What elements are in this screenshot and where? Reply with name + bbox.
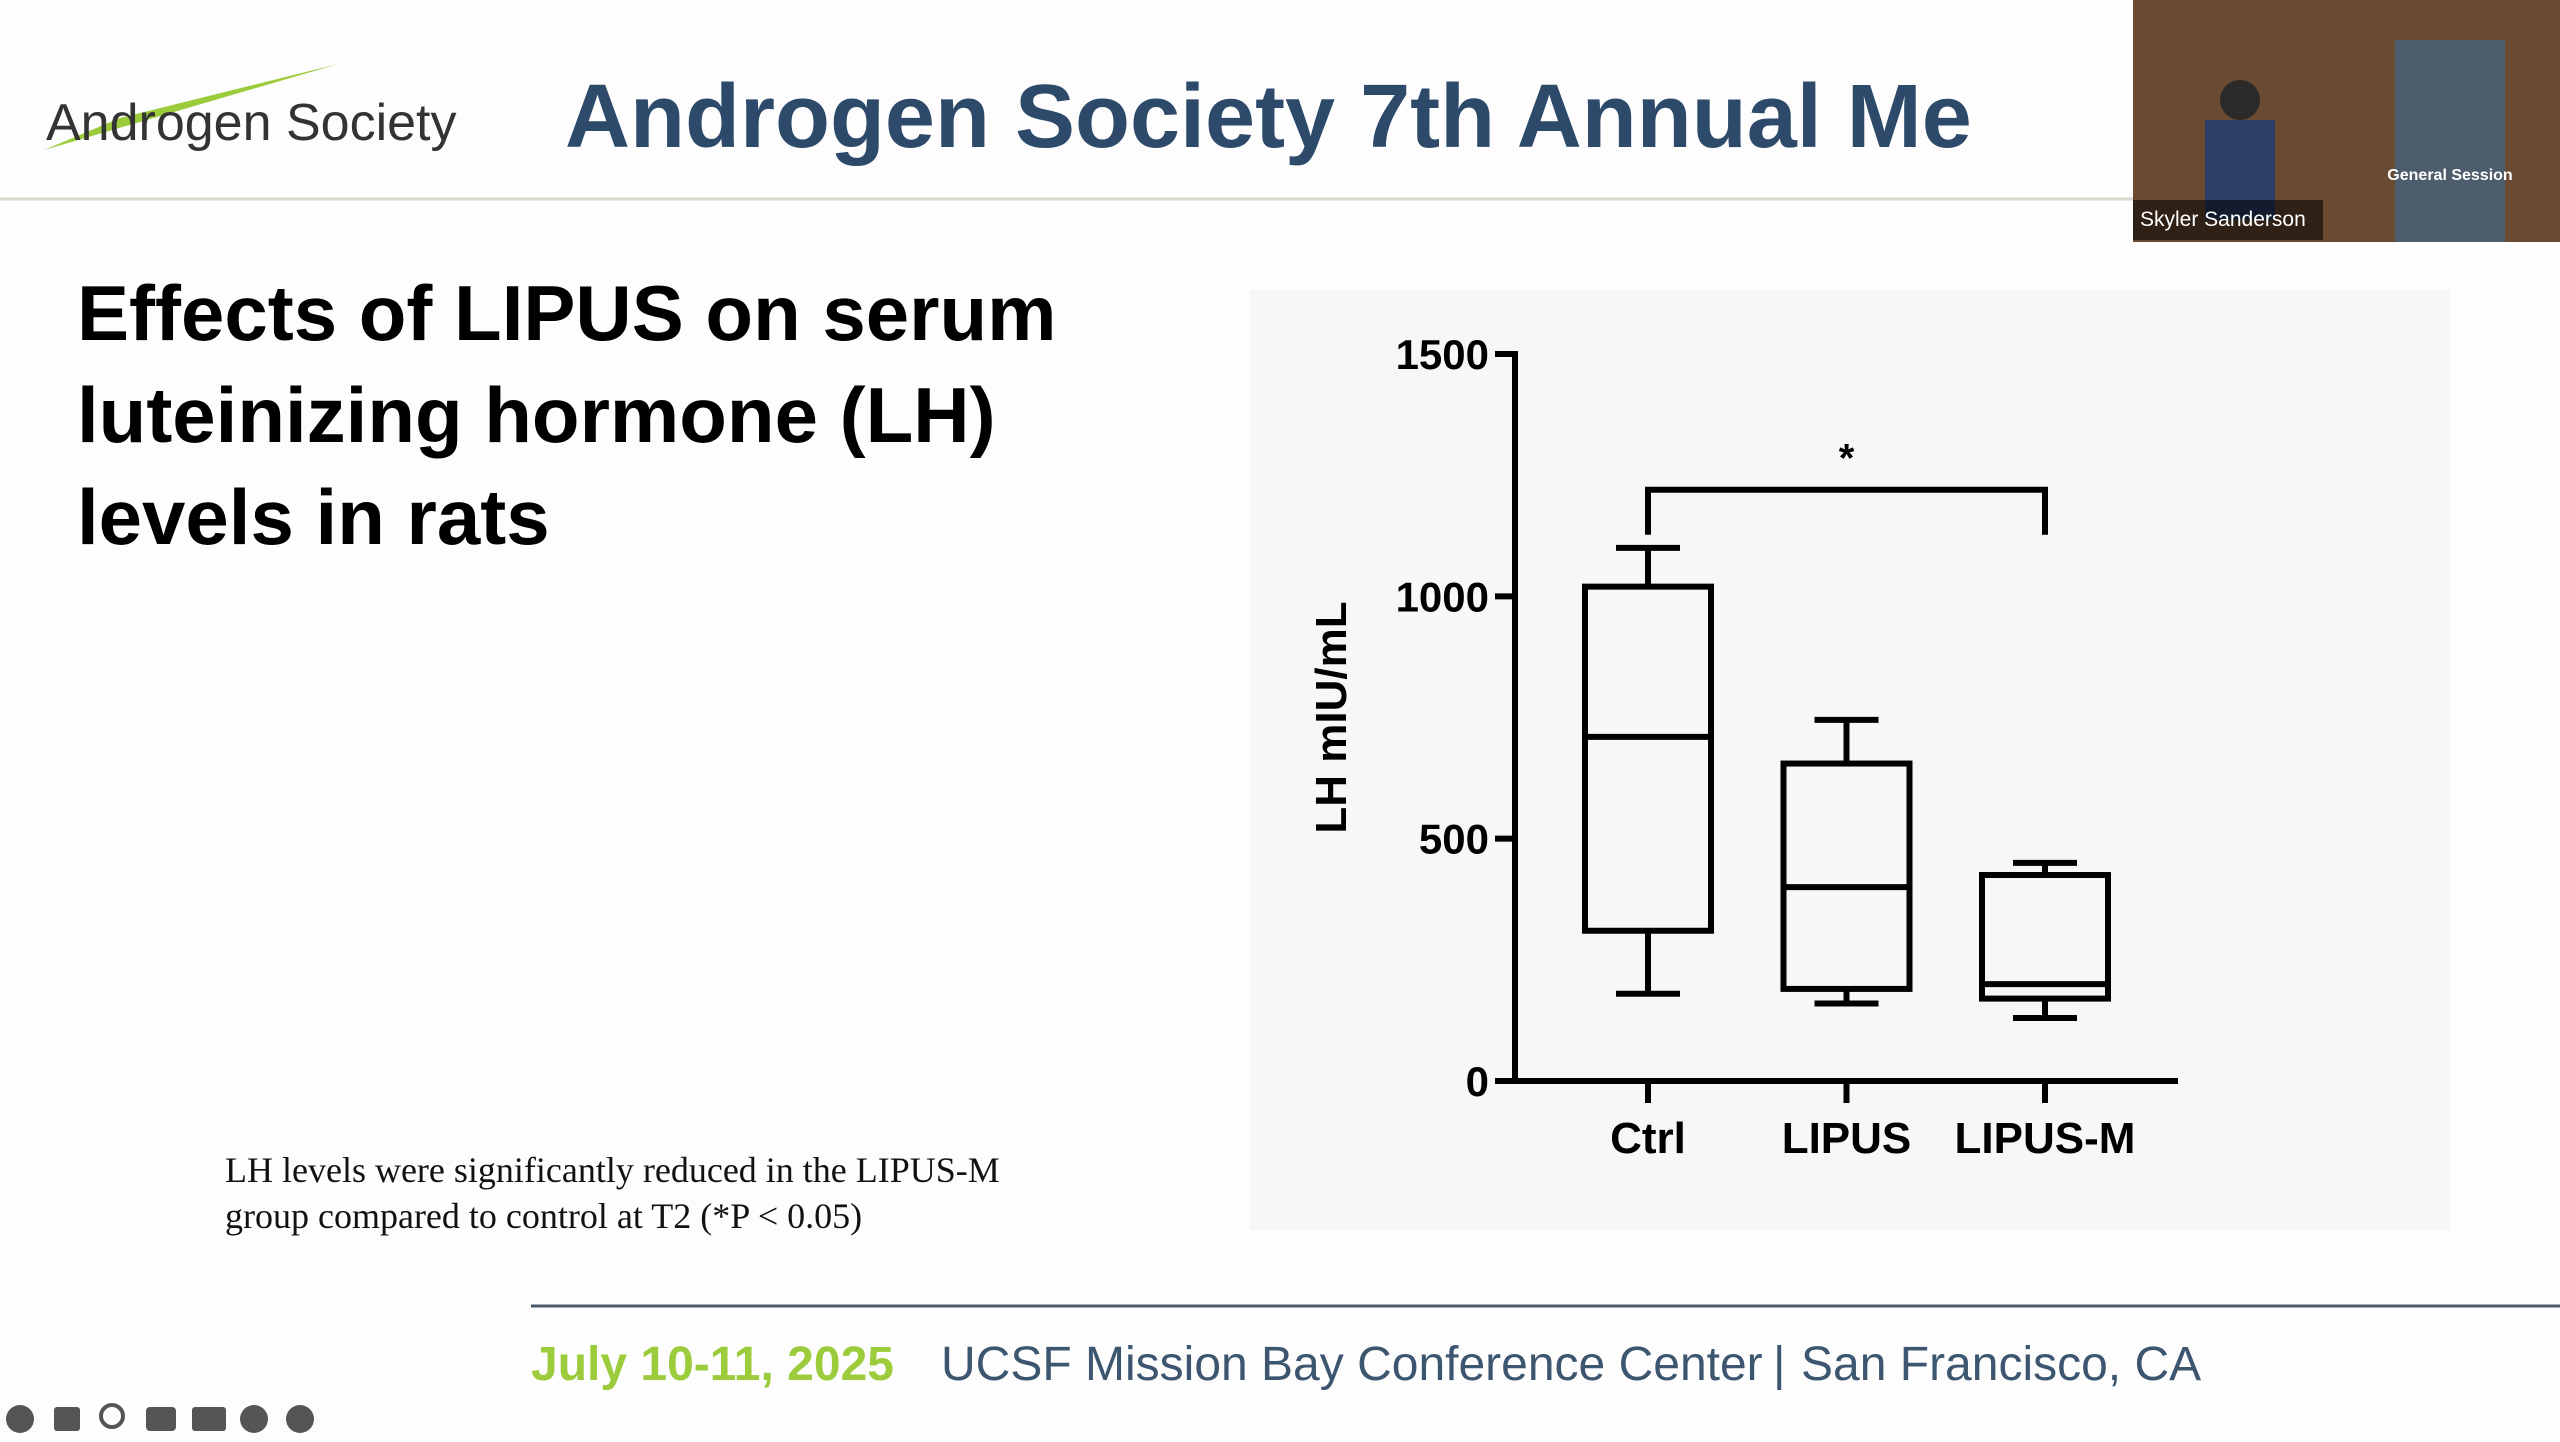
pen-button[interactable]: [54, 1407, 80, 1431]
x-tick-label: LIPUS: [1782, 1114, 1912, 1163]
slide-title-line: Effects of LIPUS on serum: [77, 269, 1057, 357]
slide-title-line: luteinizing hormone (LH): [77, 371, 996, 459]
x-tick-label: LIPUS-M: [1955, 1114, 2136, 1163]
y-tick-label: 1500: [1396, 331, 1489, 378]
caption-line: LH levels were significantly reduced in …: [225, 1150, 1000, 1190]
video-banner-text: General Session: [2387, 167, 2512, 184]
box: [1979, 872, 2111, 1002]
camera-button[interactable]: [192, 1407, 226, 1431]
more-button[interactable]: [240, 1405, 268, 1433]
slide-title: Effects of LIPUS on serum luteinizing hor…: [77, 269, 1057, 561]
footer-separator: |: [1773, 1338, 1785, 1391]
chart-background: [1250, 290, 2450, 1230]
footer-city: San Francisco, CA: [1801, 1338, 2201, 1391]
y-tick-label: 1000: [1396, 573, 1489, 620]
header-title: Androgen Society 7th Annual Me: [565, 67, 1972, 167]
x-tick-label: Ctrl: [1610, 1114, 1686, 1163]
footer-venue: UCSF Mission Bay Conference Center: [941, 1338, 1763, 1391]
toolbar: [6, 1403, 314, 1433]
logo-text: Androgen Society: [46, 94, 457, 152]
box-chart: 0 500 1000 1500 LH mIU/mL Ctrl LIPUS LIPUS-M *: [1307, 331, 2178, 1163]
zoom-button[interactable]: [99, 1403, 125, 1429]
logo-swoosh: [44, 64, 338, 150]
y-axis-label: LH mIU/mL: [1307, 601, 1356, 833]
y-tick-label: 0: [1466, 1058, 1489, 1105]
next-button[interactable]: [286, 1405, 314, 1433]
video-banner: [2395, 40, 2505, 242]
significance-label: *: [1839, 437, 1855, 481]
video-speaker-name: Skyler Sanderson: [2140, 208, 2306, 231]
cc-button[interactable]: [146, 1407, 176, 1431]
caption-line: group compared to control at T2 (*P < 0.…: [225, 1196, 862, 1236]
footer-date: July 10-11, 2025: [531, 1338, 894, 1391]
box: [1780, 760, 1913, 992]
box: [1582, 583, 1714, 934]
caption: LH levels were significantly reduced in …: [225, 1150, 1000, 1236]
video-speaker: [2220, 80, 2260, 120]
y-tick-label: 500: [1419, 816, 1489, 863]
significance-bracket: [1645, 486, 2048, 535]
prev-button[interactable]: [6, 1405, 34, 1433]
slide-title-line: levels in rats: [77, 473, 550, 561]
video-name-bg: [2133, 200, 2323, 240]
